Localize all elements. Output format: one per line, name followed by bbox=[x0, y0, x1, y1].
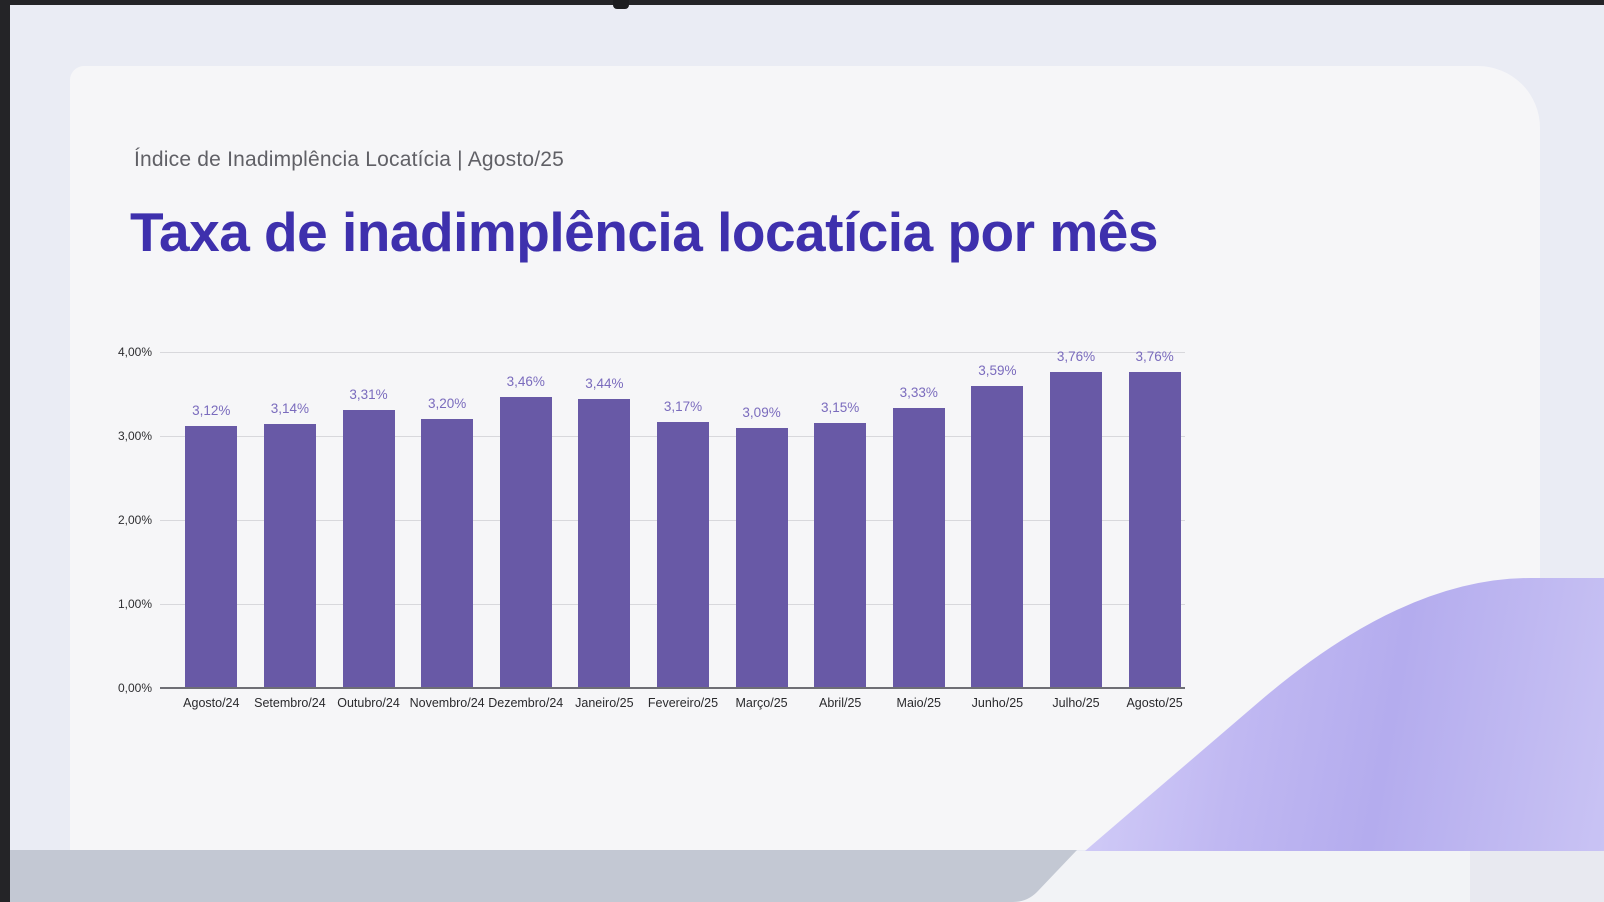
bar-slot: 3,33% Maio/25 bbox=[879, 352, 958, 710]
bar-slot: 3,15% Abril/25 bbox=[801, 352, 880, 710]
x-tick-label: Agosto/24 bbox=[183, 696, 240, 710]
bar-slot: 3,31% Outubro/24 bbox=[329, 352, 408, 710]
slide-title: Taxa de inadimplência locatícia por mês bbox=[130, 201, 1158, 263]
webcam-notch bbox=[613, 0, 629, 9]
x-tick-label: Março/25 bbox=[735, 696, 788, 710]
x-tick-label: Setembro/24 bbox=[254, 696, 326, 710]
bar bbox=[263, 424, 316, 688]
x-tick-label: Abril/25 bbox=[818, 696, 862, 710]
y-tick-label: 3,00% bbox=[117, 429, 152, 443]
bar bbox=[656, 422, 709, 688]
bar-value-label: 3,76% bbox=[1056, 349, 1096, 364]
screen-bezel-top bbox=[0, 0, 1604, 5]
bar-value-label: 3,09% bbox=[742, 405, 781, 420]
bar bbox=[185, 426, 238, 688]
bar-slot: 3,76% Julho/25 bbox=[1037, 349, 1116, 710]
x-tick-label: Junho/25 bbox=[971, 696, 1024, 710]
bar-slot: 3,76% Agosto/25 bbox=[1115, 349, 1194, 710]
desk-surface-shadow bbox=[1470, 851, 1604, 902]
bar bbox=[971, 386, 1024, 688]
y-tick-label: 0,00% bbox=[117, 681, 152, 695]
bar-slot: 3,14% Setembro/24 bbox=[251, 352, 330, 710]
bar-slot: 3,59% Junho/25 bbox=[958, 352, 1037, 710]
bar-value-label: 3,31% bbox=[349, 387, 388, 402]
bar-value-label: 3,20% bbox=[427, 396, 467, 411]
bar bbox=[342, 410, 395, 688]
gridline bbox=[160, 352, 1185, 353]
bar bbox=[421, 419, 474, 688]
bar bbox=[735, 428, 788, 688]
screen-bezel-left bbox=[0, 0, 10, 902]
bar-value-label: 3,76% bbox=[1135, 349, 1174, 364]
bar-value-label: 3,59% bbox=[978, 363, 1017, 378]
y-tick-label: 2,00% bbox=[117, 513, 152, 527]
bar-chart-bars: 3,12% Agosto/24 3,14% Setembro/24 3,31% Outub… bbox=[172, 349, 1194, 710]
bar bbox=[1128, 372, 1181, 688]
bar-value-label: 3,46% bbox=[506, 374, 545, 389]
x-tick-label: Agosto/25 bbox=[1126, 696, 1183, 710]
bar-value-label: 3,44% bbox=[585, 376, 624, 391]
bar-slot: 3,46% Dezembro/24 bbox=[486, 352, 565, 710]
x-tick-label: Maio/25 bbox=[896, 696, 942, 710]
y-tick-label: 1,00% bbox=[117, 597, 152, 611]
x-axis-line bbox=[160, 687, 1185, 689]
bar bbox=[1050, 372, 1102, 688]
bar-value-label: 3,33% bbox=[899, 385, 938, 400]
bar bbox=[578, 399, 631, 688]
x-tick-label: Julho/25 bbox=[1052, 696, 1100, 710]
bar-value-label: 3,15% bbox=[821, 400, 860, 415]
slide-eyebrow-text: Índice de Inadimplência Locatícia | Agos… bbox=[134, 148, 565, 171]
y-tick-label: 4,00% bbox=[117, 345, 152, 359]
x-tick-label: Outubro/24 bbox=[337, 696, 400, 710]
bar-slot: 3,44% Janeiro/25 bbox=[565, 352, 644, 710]
bar-slot: 3,09% Março/25 bbox=[722, 352, 801, 710]
bar-value-label: 3,17% bbox=[663, 399, 703, 414]
x-tick-label: Janeiro/25 bbox=[575, 696, 634, 710]
bar-chart: 3,12% Agosto/24 3,14% Setembro/24 3,31% Outub… bbox=[160, 349, 1185, 710]
bar bbox=[499, 397, 552, 688]
bar-value-label: 3,12% bbox=[192, 403, 231, 418]
bar bbox=[814, 423, 867, 688]
bar-value-label: 3,14% bbox=[270, 401, 310, 416]
bar bbox=[892, 408, 945, 688]
x-tick-label: Dezembro/24 bbox=[488, 696, 564, 710]
bar-slot: 3,17% Fevereiro/25 bbox=[644, 352, 723, 710]
bar-slot: 3,12% Agosto/24 bbox=[172, 352, 251, 710]
bar-slot: 3,20% Novembro/24 bbox=[408, 352, 487, 710]
x-tick-label: Fevereiro/25 bbox=[647, 696, 719, 710]
x-tick-label: Novembro/24 bbox=[409, 696, 485, 710]
